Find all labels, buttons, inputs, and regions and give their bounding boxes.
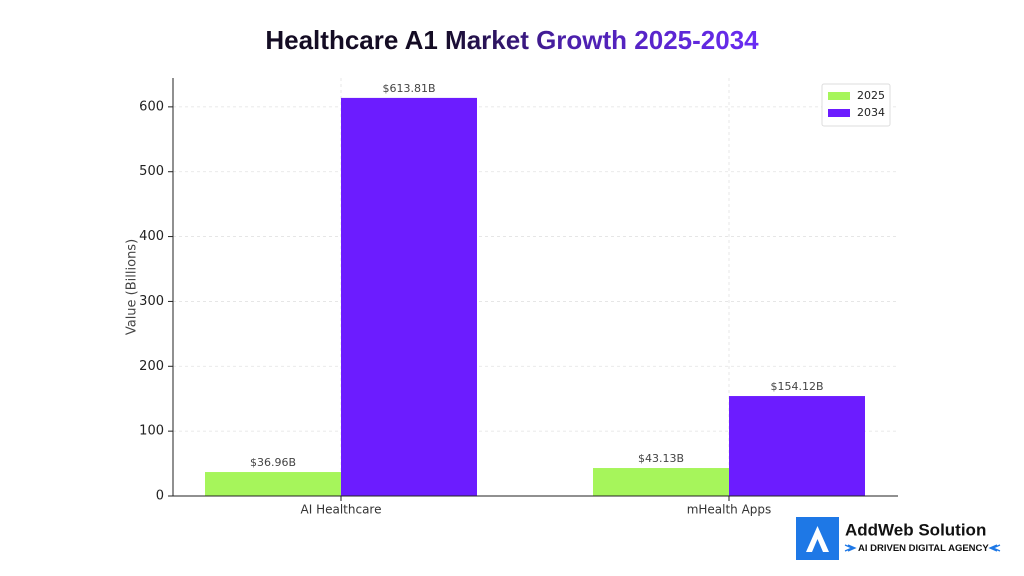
legend-swatch [828, 109, 850, 117]
logo: AddWeb Solution AI DRIVEN DIGITAL AGENCY [796, 517, 1001, 560]
y-tick-label: 100 [139, 424, 164, 439]
legend-label: 2034 [857, 106, 885, 119]
logo-arrow [988, 544, 1001, 552]
bar [593, 468, 729, 496]
legend-swatch [828, 92, 850, 100]
y-tick-label: 600 [139, 99, 164, 114]
logo-tagline: AI DRIVEN DIGITAL AGENCY [858, 543, 989, 554]
y-axis-label: Value (Billions) [125, 239, 140, 335]
y-tick-label: 400 [139, 229, 164, 244]
legend-label: 2025 [857, 89, 885, 102]
logo-glyph [806, 526, 829, 552]
y-tick-label: 0 [156, 489, 164, 504]
bar [205, 472, 341, 496]
y-tick-label: 500 [139, 164, 164, 179]
chart-title: Healthcare A1 Market Growth 2025-2034 [265, 25, 759, 55]
y-tick-label: 300 [139, 294, 164, 309]
legend: 2025 2034 [821, 83, 891, 127]
plot-area: 0 100 200 300 400 500 600 AI Healthcare mHealth … [139, 78, 898, 517]
value-label: $613.81B [382, 82, 435, 95]
value-label: $36.96B [250, 456, 296, 469]
x-tick-label: mHealth Apps [687, 503, 772, 517]
value-label: $154.12B [770, 380, 823, 393]
logo-name: AddWeb Solution [845, 520, 986, 539]
x-tick-label: AI Healthcare [301, 503, 382, 517]
value-label: $43.13B [638, 452, 684, 465]
y-tick-label: 200 [139, 359, 164, 374]
bar [341, 97, 477, 496]
bar [729, 396, 865, 496]
logo-arrow [844, 544, 857, 552]
